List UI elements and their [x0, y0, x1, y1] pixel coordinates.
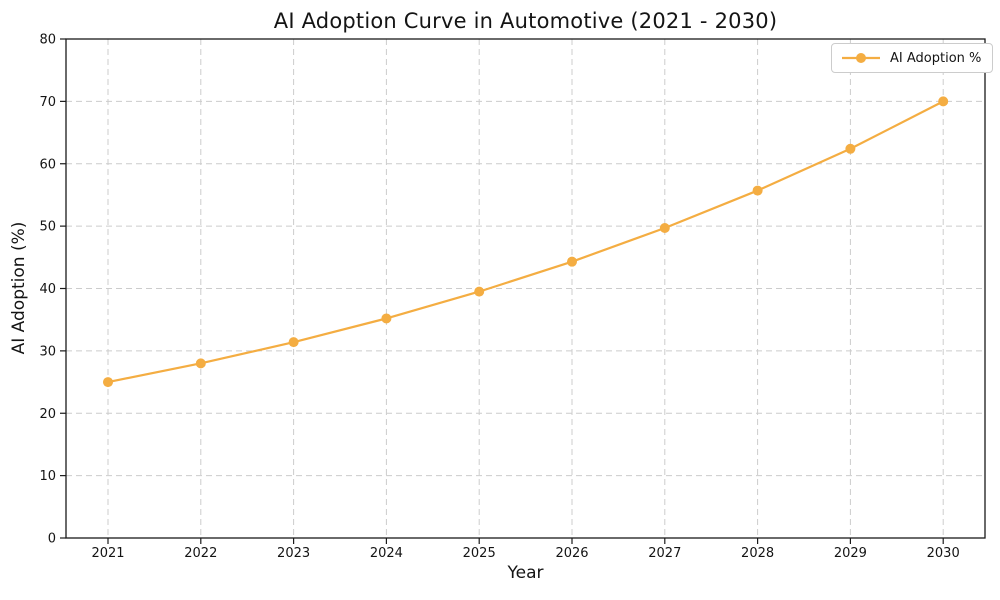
x-tick-label: 2025 [463, 546, 496, 561]
data-point-2023 [288, 337, 299, 348]
legend-label: AI Adoption % [890, 50, 982, 66]
data-point-2030 [938, 96, 949, 107]
y-tick-label: 30 [39, 344, 56, 359]
data-point-2026 [567, 256, 577, 267]
y-tick-label: 40 [39, 282, 56, 297]
y-axis-title: AI Adoption (%) [9, 221, 29, 355]
x-tick-label: 2026 [555, 546, 588, 561]
x-tick-label: 2021 [91, 546, 124, 561]
y-tick-label: 0 [48, 532, 56, 547]
y-tick-label: 70 [39, 95, 56, 110]
x-tick-label: 2030 [927, 546, 960, 561]
y-tick-label: 20 [39, 407, 56, 422]
data-point-2029 [845, 143, 856, 154]
chart-title: AI Adoption Curve in Automotive (2021 - … [273, 9, 778, 33]
y-tick-label: 10 [39, 469, 56, 484]
x-tick-label: 2022 [184, 546, 217, 561]
data-point-2028 [752, 185, 763, 196]
legend: AI Adoption % [831, 43, 994, 73]
x-tick-label: 2024 [370, 546, 403, 561]
x-tick-label: 2028 [741, 546, 774, 561]
data-point-2021 [103, 377, 113, 388]
y-tick-label: 50 [39, 220, 56, 235]
data-point-2025 [474, 286, 485, 297]
y-tick-label: 80 [39, 33, 56, 48]
y-tick-label: 60 [39, 157, 56, 172]
data-point-2027 [659, 222, 670, 233]
x-axis-title: Year [507, 563, 544, 583]
x-tick-label: 2023 [277, 546, 310, 561]
legend-line-marker-icon [842, 53, 880, 63]
x-tick-label: 2029 [834, 546, 867, 561]
data-point-2022 [195, 358, 206, 369]
data-point-2024 [381, 313, 392, 324]
x-tick-label: 2027 [648, 546, 681, 561]
series-line [106, 100, 945, 384]
